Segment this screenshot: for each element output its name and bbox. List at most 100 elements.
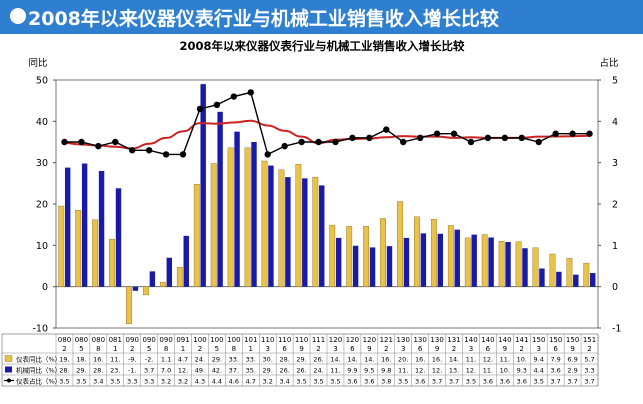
x-tick-label-top: 110	[261, 336, 274, 344]
x-tick-label-bottom: 9	[367, 345, 371, 353]
x-tick-label-bottom: 5	[215, 345, 219, 353]
point-instrument-share	[112, 138, 119, 146]
table-cell: 24.	[313, 367, 323, 375]
table-cell: 14.	[330, 356, 340, 364]
x-tick-label-top: 110	[278, 336, 291, 344]
x-tick-label-bottom: 2	[520, 345, 524, 353]
bar-instrument-yoy	[227, 147, 234, 287]
point-instrument-share	[298, 138, 305, 146]
table-cell: 3.5	[110, 378, 120, 386]
point-instrument-share	[247, 89, 254, 96]
table-cell: -1.	[128, 367, 137, 375]
table-cell: 16.	[432, 356, 442, 364]
table-cell: 16.	[415, 356, 425, 364]
table-cell: 11.	[110, 356, 120, 364]
y-left-tick-label: 0	[42, 282, 48, 293]
bar-instrument-yoy	[109, 238, 115, 287]
table-cell: 3.5	[313, 378, 323, 386]
x-tick-label-top: 100	[227, 336, 240, 344]
x-tick-label-top: 111	[312, 336, 325, 344]
x-tick-label-bottom: 3	[265, 345, 269, 353]
point-instrument-share	[162, 151, 170, 158]
x-tick-label-bottom: 2	[452, 345, 456, 353]
x-tick-label-top: 090	[126, 336, 139, 344]
table-cell: 37.	[229, 367, 239, 375]
table-cell: 3.3	[127, 378, 137, 386]
bar-instrument-yoy	[244, 147, 251, 287]
legend-marker	[7, 378, 11, 383]
table-cell: 12.	[178, 367, 188, 375]
table-cell: 3.7	[449, 378, 459, 386]
table-cell: 24.	[195, 356, 205, 364]
bar-machinery-yoy	[132, 286, 139, 291]
table-cell: 3.7	[567, 378, 577, 386]
bar-machinery-yoy	[166, 257, 173, 287]
x-tick-label-bottom: 1	[113, 345, 117, 353]
table-cell: -2.	[145, 356, 154, 364]
bullet-icon	[10, 8, 26, 24]
table-cell: 29.	[212, 356, 222, 364]
table-cell: 2.9	[567, 367, 577, 375]
bar-machinery-yoy	[234, 131, 240, 287]
table-cell: 4.7	[178, 356, 188, 364]
table-cell: 9.3	[517, 367, 527, 375]
x-tick-label-bottom: 3	[469, 345, 473, 353]
x-tick-label-top: 080	[58, 336, 71, 344]
table-cell: 29.	[296, 356, 306, 364]
point-instrument-share	[349, 134, 356, 142]
table-cell: 3.7	[584, 378, 594, 386]
y-left-tick-label: 40	[36, 117, 48, 128]
bar-instrument-yoy	[143, 286, 149, 296]
x-tick-label-bottom: 8	[164, 345, 168, 353]
x-tick-label-top: 120	[329, 336, 342, 344]
bar-machinery-yoy	[268, 165, 274, 287]
point-instrument-share	[450, 130, 458, 137]
x-tick-label-top: 080	[75, 336, 88, 344]
point-instrument-share	[213, 101, 221, 109]
point-instrument-share	[501, 134, 509, 142]
point-instrument-share	[416, 134, 424, 142]
bar-machinery-yoy	[522, 248, 528, 287]
bar-instrument-yoy	[498, 240, 505, 287]
table-cell: 28.	[279, 356, 289, 364]
x-tick-label-bottom: 8	[232, 345, 236, 353]
bar-machinery-yoy	[573, 274, 579, 287]
chart-svg: 2008年以来仪器仪表行业与机械工业销售收入增长比较 同比 占比 -100102…	[1, 39, 621, 387]
table-cell: 3.8	[381, 378, 391, 386]
table-cell: 3.3	[144, 378, 154, 386]
bar-machinery-yoy	[437, 233, 444, 287]
bar-instrument-yoy	[464, 237, 471, 287]
chart-title: 2008年以来仪器仪表行业与机械工业销售收入增长比较	[179, 39, 465, 53]
bar-machinery-yoy	[319, 185, 325, 287]
table-cell: 20.	[398, 356, 408, 364]
x-tick-label-bottom: 8	[96, 345, 100, 353]
point-instrument-share	[315, 138, 322, 146]
table-cell: 7.9	[550, 356, 560, 364]
y-right-tick-label: 2	[612, 200, 618, 211]
y-right-tick-label: -1	[612, 324, 621, 335]
point-instrument-share	[366, 134, 373, 142]
bar-instrument-yoy	[312, 176, 319, 287]
bar-instrument-yoy	[346, 226, 353, 287]
point-instrument-share	[281, 142, 288, 150]
bar-machinery-yoy	[200, 84, 206, 287]
bar-instrument-yoy	[481, 234, 488, 287]
bar-instrument-yoy	[397, 201, 403, 287]
x-tick-label-bottom: 2	[198, 345, 202, 353]
table-cell: 9.4	[534, 356, 544, 364]
bar-machinery-yoy	[556, 271, 562, 287]
table-cell: 13.	[449, 367, 459, 375]
x-tick-label-bottom: 2	[62, 345, 66, 353]
table-cell: 42.	[212, 367, 222, 375]
y-left-label: 同比	[28, 57, 47, 69]
x-tick-label-top: 140	[498, 336, 511, 344]
x-tick-label-top: 110	[295, 336, 308, 344]
point-instrument-share	[61, 138, 68, 146]
bar-instrument-yoy	[532, 247, 539, 287]
table-cell: 16.	[381, 356, 391, 364]
x-tick-label-top: 080	[92, 336, 105, 344]
x-tick-label-bottom: 6	[350, 345, 355, 353]
table-cell: 29.	[263, 367, 273, 375]
point-instrument-share	[230, 93, 238, 100]
table-cell: 49.	[195, 367, 205, 375]
